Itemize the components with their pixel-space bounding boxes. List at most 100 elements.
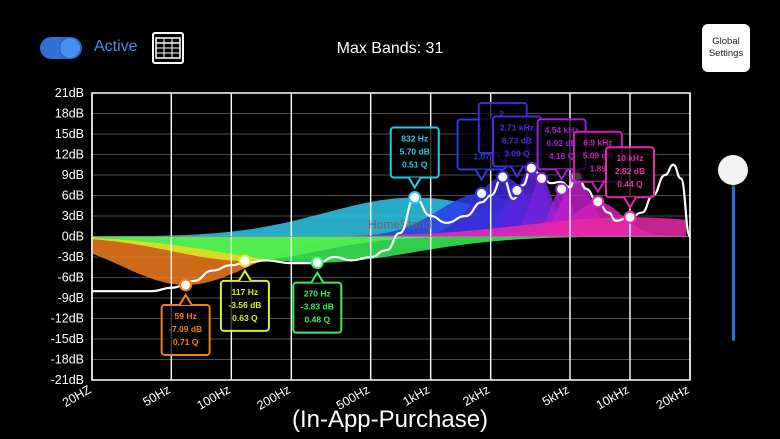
band-label-box — [456, 118, 507, 171]
y-tick-label: 18dB — [55, 107, 84, 121]
band-label-pointer — [495, 152, 510, 165]
band-label-pointer — [407, 177, 422, 190]
band-label-pointer — [623, 196, 637, 210]
global-settings-line1: Global — [712, 36, 740, 47]
band-label-pointer — [474, 168, 489, 182]
band-label-text: 10 kHz — [617, 153, 644, 163]
band-label-text: 6.73 dB — [502, 136, 532, 146]
band-fill — [92, 197, 689, 237]
band-label-text: 2. — [499, 109, 506, 119]
band-label-text: 6.9 kHz — [583, 138, 612, 148]
band-label-text: 6.92 dB — [547, 138, 577, 148]
band-fill — [399, 177, 606, 237]
band-fill — [510, 201, 685, 237]
band-label-text: 4.54 kHz — [545, 125, 579, 135]
response-curve — [91, 163, 692, 293]
y-tick-label: -18dB — [51, 353, 84, 367]
plot-area — [92, 93, 690, 380]
caption: (In-App-Purchase) — [291, 406, 489, 433]
band-label-pointer — [178, 293, 193, 306]
volume-slider-track — [732, 161, 735, 341]
toggle-knob[interactable] — [60, 38, 80, 58]
band-handle — [535, 171, 549, 185]
band-label-box — [389, 126, 440, 179]
band-handle — [623, 210, 637, 224]
band-fill — [522, 189, 602, 237]
max-bands-label: Max Bands: 31 — [336, 40, 444, 57]
volume-slider[interactable] — [718, 145, 750, 345]
band-label-text: 2.71 kHz — [500, 123, 534, 133]
band-label-pointer — [310, 270, 325, 284]
band-handle — [510, 184, 524, 198]
x-tick-label: 5kHz — [540, 382, 572, 408]
y-tick-label: -21dB — [51, 373, 84, 387]
band-handle — [475, 186, 489, 200]
band-label-pointer — [238, 268, 252, 282]
band-label-text: 5.09 dB — [583, 151, 613, 161]
band-handle — [238, 254, 252, 268]
y-tick-label: -3dB — [58, 250, 84, 264]
band-label-text: 0.71 Q — [173, 337, 199, 347]
band-label-text: 3.09 Q — [504, 149, 530, 159]
band-handle — [496, 170, 510, 184]
band-fill — [256, 217, 687, 237]
y-tick-label: 9dB — [62, 168, 84, 182]
global-settings-button[interactable]: Global Settings — [702, 24, 750, 72]
band-label-text: 1. — [478, 125, 485, 135]
band-label-text: 832 Hz — [401, 134, 428, 144]
band-fill — [93, 236, 418, 285]
y-tick-label: 3dB — [62, 209, 84, 223]
y-tick-label: -6dB — [58, 271, 84, 285]
band-label-box — [292, 281, 343, 334]
y-tick-label: 15dB — [55, 127, 84, 141]
band-label-text: 5.70 dB — [400, 147, 430, 157]
band-label-text: 1.89 — [590, 164, 607, 174]
plot-border — [91, 92, 691, 381]
band-fill — [463, 190, 571, 237]
band-label-text: -7.09 dB — [169, 324, 202, 334]
table-grid-icon[interactable] — [152, 32, 184, 64]
band-label-text: 6. — [478, 138, 485, 148]
band-handle — [555, 182, 569, 196]
y-tick-label: -12dB — [51, 312, 84, 326]
band-label-box — [572, 130, 623, 183]
band-handle — [524, 161, 538, 175]
band-label-text: 2.82 dB — [615, 166, 645, 176]
band-label-text: 0.63 Q — [232, 313, 258, 323]
band-handle — [310, 256, 324, 270]
band-handle — [408, 191, 422, 205]
band-fill — [92, 236, 506, 261]
volume-slider-thumb[interactable] — [718, 155, 748, 186]
active-label: Active — [94, 38, 138, 55]
band-label-text: 6. — [499, 122, 506, 132]
band-label-box — [477, 102, 528, 155]
band-handle — [179, 278, 193, 292]
band-label-box — [536, 118, 587, 171]
watermark: HomeStand — [368, 217, 431, 231]
band-label-text: 4.16 Q — [549, 151, 575, 161]
y-tick-label: 12dB — [55, 148, 84, 162]
band-label-pointer — [510, 165, 524, 179]
y-tick-label: 0dB — [62, 230, 84, 244]
x-tick-label: 1kHz — [400, 382, 432, 408]
band-label-text: 59 Hz — [175, 311, 197, 321]
band-label-text: 117 Hz — [232, 287, 258, 297]
band-label-text: -3.56 dB — [228, 300, 261, 310]
x-tick-label: 2kHz — [460, 382, 492, 408]
band-label-box — [219, 279, 270, 332]
band-label-pointer — [554, 168, 569, 182]
band-handle — [570, 170, 584, 184]
band-label-text: 1. — [499, 135, 506, 145]
band-label-text: 1.07 — [473, 151, 490, 161]
band-fill — [476, 168, 587, 237]
band-fill — [327, 193, 636, 237]
global-settings-line2: Settings — [708, 48, 744, 59]
active-toggle[interactable] — [40, 37, 82, 59]
band-fill — [94, 236, 660, 263]
band-label-text: 0.44 Q — [617, 179, 643, 189]
band-fill — [500, 178, 583, 237]
band-label-text: 0.51 Q — [402, 160, 428, 170]
y-tick-label: 6dB — [62, 189, 84, 203]
band-handle — [591, 195, 605, 209]
